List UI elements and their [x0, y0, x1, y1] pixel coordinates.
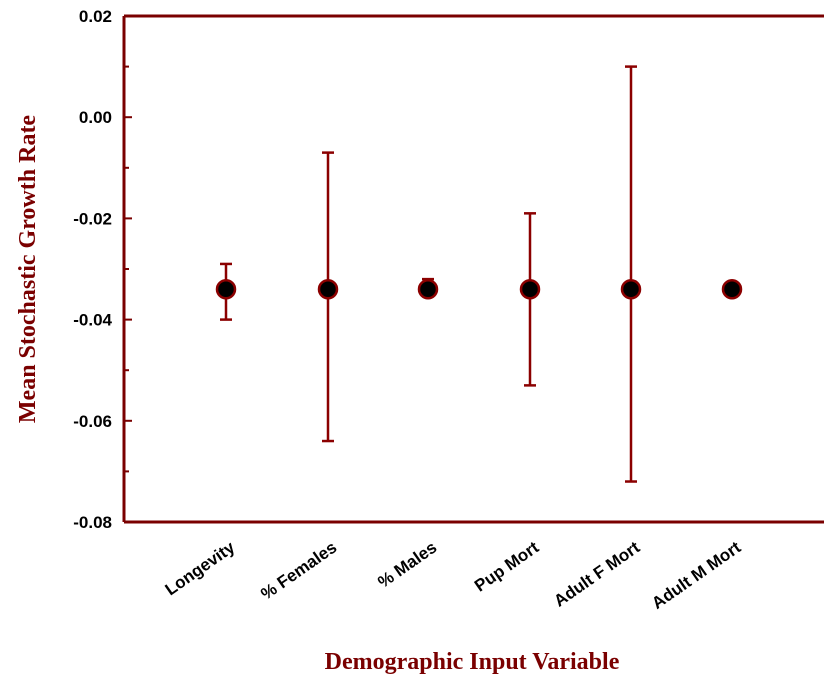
data-points [215, 278, 743, 300]
y-axis-title: Mean Stochastic Growth Rate [15, 115, 41, 424]
data-point [620, 278, 642, 300]
x-category-label: Adult F Mort [550, 538, 643, 611]
data-point [519, 278, 541, 300]
x-category-label: Pup Mort [471, 538, 543, 596]
x-axis-title: Demographic Input Variable [325, 649, 620, 675]
error-bars [220, 65, 637, 483]
axes [122, 14, 824, 524]
y-tick-label: -0.08 [73, 513, 112, 532]
x-category-labels: Longevity % Females % Males Pup Mort Adult F… [162, 537, 745, 612]
data-point [721, 278, 743, 300]
y-tick-label: -0.02 [73, 209, 112, 228]
y-tick-label: 0.02 [79, 7, 112, 26]
y-tick-label: -0.04 [73, 311, 112, 330]
y-ticks: 0.02 0.00 -0.02 -0.04 -0.06 -0.08 [73, 7, 132, 532]
x-category-label: Longevity [162, 537, 239, 599]
x-category-label: % Males [374, 538, 440, 592]
y-tick-label: -0.06 [73, 412, 112, 431]
data-point [317, 278, 339, 300]
y-tick-label: 0.00 [79, 108, 112, 127]
x-category-label: % Females [257, 538, 340, 604]
data-point [215, 278, 237, 300]
x-category-label: Adult M Mort [648, 538, 744, 613]
data-point [417, 278, 439, 300]
